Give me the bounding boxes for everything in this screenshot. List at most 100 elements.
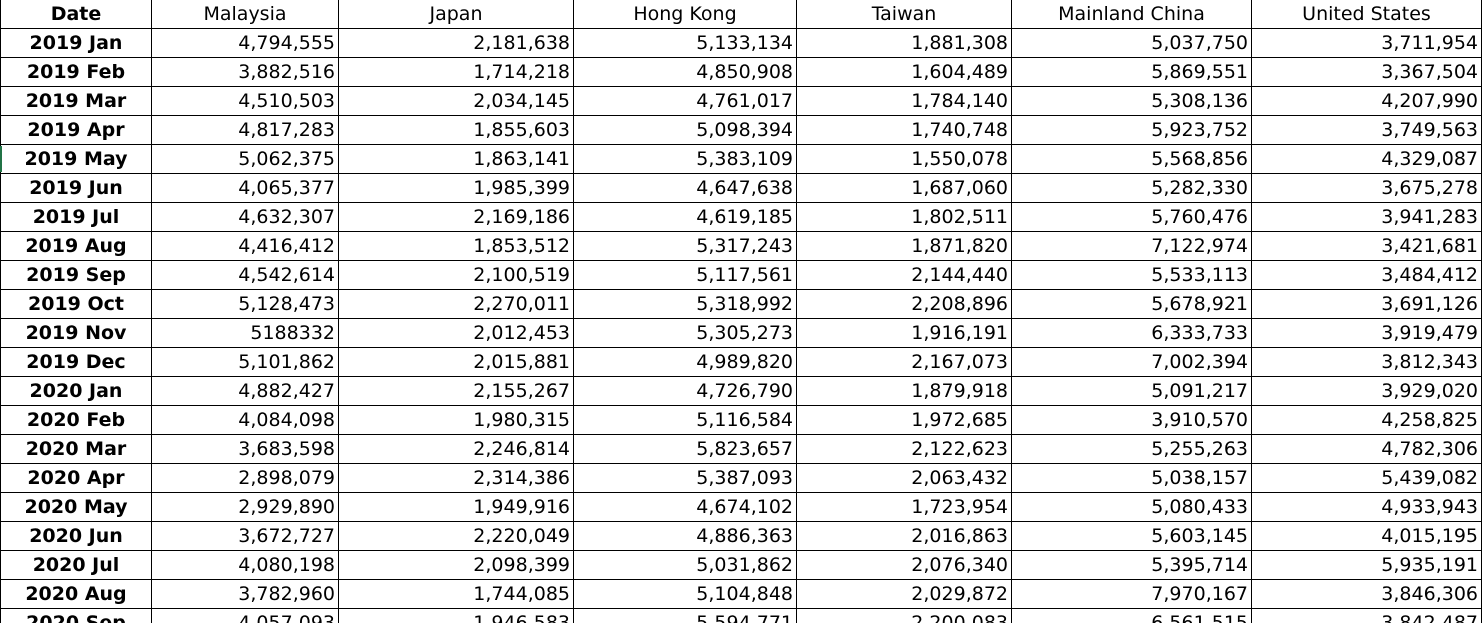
- cell-malaysia[interactable]: 4,084,098: [151, 405, 339, 435]
- cell-united-states[interactable]: 4,329,087: [1251, 144, 1482, 174]
- cell-united-states[interactable]: 4,933,943: [1251, 492, 1482, 522]
- cell-hong-kong[interactable]: 4,619,185: [573, 202, 797, 232]
- cell-hong-kong[interactable]: 5,116,584: [573, 405, 797, 435]
- cell-mainland-china[interactable]: 6,561,515: [1011, 608, 1252, 623]
- cell-mainland-china[interactable]: 5,282,330: [1011, 173, 1252, 203]
- cell-hong-kong[interactable]: 4,886,363: [573, 521, 797, 551]
- cell-united-states[interactable]: 4,782,306: [1251, 434, 1482, 464]
- cell-united-states[interactable]: 3,484,412: [1251, 260, 1482, 290]
- cell-hong-kong[interactable]: 5,305,273: [573, 318, 797, 348]
- cell-malaysia[interactable]: 3,782,960: [151, 579, 339, 609]
- cell-united-states[interactable]: 3,691,126: [1251, 289, 1482, 319]
- cell-mainland-china[interactable]: 5,760,476: [1011, 202, 1252, 232]
- cell-hong-kong[interactable]: 5,594,771: [573, 608, 797, 623]
- date-cell[interactable]: 2019 Oct: [0, 289, 152, 319]
- date-cell[interactable]: 2020 Feb: [0, 405, 152, 435]
- cell-mainland-china[interactable]: 5,080,433: [1011, 492, 1252, 522]
- cell-malaysia[interactable]: 3,882,516: [151, 57, 339, 87]
- cell-mainland-china[interactable]: 5,603,145: [1011, 521, 1252, 551]
- cell-japan[interactable]: 1,863,141: [338, 144, 574, 174]
- date-cell[interactable]: 2019 Feb: [0, 57, 152, 87]
- cell-taiwan[interactable]: 1,881,308: [796, 28, 1012, 58]
- cell-hong-kong[interactable]: 4,674,102: [573, 492, 797, 522]
- date-cell[interactable]: 2019 Aug: [0, 231, 152, 261]
- cell-japan[interactable]: 2,181,638: [338, 28, 574, 58]
- cell-hong-kong[interactable]: 5,133,134: [573, 28, 797, 58]
- cell-hong-kong[interactable]: 5,031,862: [573, 550, 797, 580]
- date-cell[interactable]: 2019 May: [0, 144, 152, 174]
- header-cell-united-states[interactable]: United States: [1251, 0, 1482, 29]
- cell-taiwan[interactable]: 1,550,078: [796, 144, 1012, 174]
- cell-taiwan[interactable]: 2,200,083: [796, 608, 1012, 623]
- cell-hong-kong[interactable]: 5,383,109: [573, 144, 797, 174]
- cell-japan[interactable]: 1,980,315: [338, 405, 574, 435]
- cell-malaysia[interactable]: 5,128,473: [151, 289, 339, 319]
- cell-taiwan[interactable]: 1,871,820: [796, 231, 1012, 261]
- cell-united-states[interactable]: 3,941,283: [1251, 202, 1482, 232]
- cell-japan[interactable]: 2,155,267: [338, 376, 574, 406]
- cell-united-states[interactable]: 3,675,278: [1251, 173, 1482, 203]
- date-cell[interactable]: 2020 Jan: [0, 376, 152, 406]
- cell-united-states[interactable]: 3,421,681: [1251, 231, 1482, 261]
- cell-taiwan[interactable]: 1,687,060: [796, 173, 1012, 203]
- cell-mainland-china[interactable]: 5,038,157: [1011, 463, 1252, 493]
- cell-mainland-china[interactable]: 3,910,570: [1011, 405, 1252, 435]
- cell-hong-kong[interactable]: 5,318,992: [573, 289, 797, 319]
- cell-mainland-china[interactable]: 5,255,263: [1011, 434, 1252, 464]
- date-cell[interactable]: 2019 Sep: [0, 260, 152, 290]
- cell-taiwan[interactable]: 2,122,623: [796, 434, 1012, 464]
- cell-taiwan[interactable]: 2,167,073: [796, 347, 1012, 377]
- cell-japan[interactable]: 2,034,145: [338, 86, 574, 116]
- cell-mainland-china[interactable]: 5,037,750: [1011, 28, 1252, 58]
- cell-malaysia[interactable]: 5,101,862: [151, 347, 339, 377]
- cell-taiwan[interactable]: 1,740,748: [796, 115, 1012, 145]
- cell-mainland-china[interactable]: 5,869,551: [1011, 57, 1252, 87]
- cell-mainland-china[interactable]: 5,395,714: [1011, 550, 1252, 580]
- cell-malaysia[interactable]: 4,632,307: [151, 202, 339, 232]
- cell-united-states[interactable]: 3,711,954: [1251, 28, 1482, 58]
- cell-hong-kong[interactable]: 5,317,243: [573, 231, 797, 261]
- cell-mainland-china[interactable]: 7,002,394: [1011, 347, 1252, 377]
- cell-hong-kong[interactable]: 4,647,638: [573, 173, 797, 203]
- cell-united-states[interactable]: 5,935,191: [1251, 550, 1482, 580]
- cell-japan[interactable]: 1,714,218: [338, 57, 574, 87]
- cell-taiwan[interactable]: 1,916,191: [796, 318, 1012, 348]
- cell-united-states[interactable]: 3,929,020: [1251, 376, 1482, 406]
- cell-japan[interactable]: 1,946,583: [338, 608, 574, 623]
- cell-taiwan[interactable]: 1,723,954: [796, 492, 1012, 522]
- date-cell[interactable]: 2020 Jun: [0, 521, 152, 551]
- cell-taiwan[interactable]: 1,802,511: [796, 202, 1012, 232]
- cell-united-states[interactable]: 3,812,343: [1251, 347, 1482, 377]
- cell-hong-kong[interactable]: 4,761,017: [573, 86, 797, 116]
- cell-malaysia[interactable]: 4,510,503: [151, 86, 339, 116]
- cell-japan[interactable]: 2,169,186: [338, 202, 574, 232]
- cell-taiwan[interactable]: 2,144,440: [796, 260, 1012, 290]
- cell-malaysia[interactable]: 4,416,412: [151, 231, 339, 261]
- cell-malaysia[interactable]: 4,542,614: [151, 260, 339, 290]
- cell-malaysia[interactable]: 4,065,377: [151, 173, 339, 203]
- cell-united-states[interactable]: 3,749,563: [1251, 115, 1482, 145]
- date-cell[interactable]: 2020 Aug: [0, 579, 152, 609]
- cell-taiwan[interactable]: 1,604,489: [796, 57, 1012, 87]
- header-cell-japan[interactable]: Japan: [338, 0, 574, 29]
- cell-mainland-china[interactable]: 5,308,136: [1011, 86, 1252, 116]
- cell-hong-kong[interactable]: 4,989,820: [573, 347, 797, 377]
- date-cell[interactable]: 2019 Jan: [0, 28, 152, 58]
- cell-taiwan[interactable]: 2,016,863: [796, 521, 1012, 551]
- cell-malaysia[interactable]: 3,683,598: [151, 434, 339, 464]
- cell-hong-kong[interactable]: 5,823,657: [573, 434, 797, 464]
- cell-mainland-china[interactable]: 5,091,217: [1011, 376, 1252, 406]
- cell-japan[interactable]: 1,949,916: [338, 492, 574, 522]
- header-cell-mainland-china[interactable]: Mainland China: [1011, 0, 1252, 29]
- cell-japan[interactable]: 2,100,519: [338, 260, 574, 290]
- cell-malaysia[interactable]: 2,898,079: [151, 463, 339, 493]
- cell-mainland-china[interactable]: 5,923,752: [1011, 115, 1252, 145]
- cell-japan[interactable]: 2,246,814: [338, 434, 574, 464]
- cell-united-states[interactable]: 5,439,082: [1251, 463, 1482, 493]
- cell-mainland-china[interactable]: 5,678,921: [1011, 289, 1252, 319]
- cell-taiwan[interactable]: 1,972,685: [796, 405, 1012, 435]
- cell-japan[interactable]: 1,855,603: [338, 115, 574, 145]
- cell-mainland-china[interactable]: 6,333,733: [1011, 318, 1252, 348]
- cell-united-states[interactable]: 3,367,504: [1251, 57, 1482, 87]
- cell-japan[interactable]: 2,220,049: [338, 521, 574, 551]
